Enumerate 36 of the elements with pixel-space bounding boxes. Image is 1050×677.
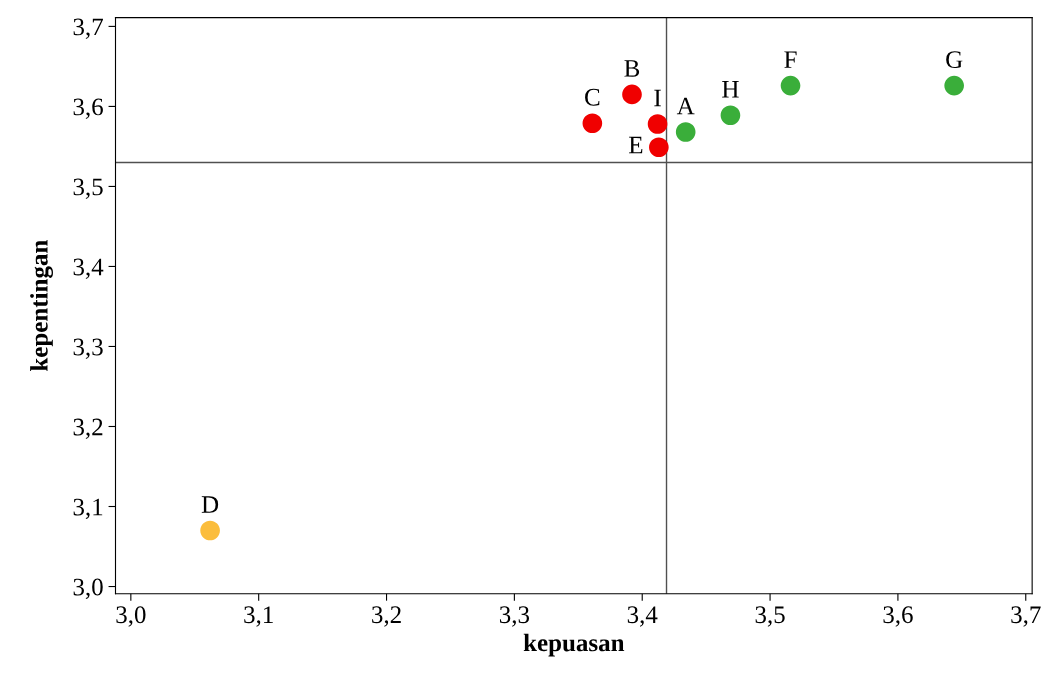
- y-tick-label: 3,2: [73, 418, 103, 440]
- point: [582, 113, 603, 134]
- x-tick-label: 3,7: [1011, 606, 1041, 627]
- x-tick-label: 3,2: [372, 606, 401, 627]
- annotation: B: [624, 60, 640, 77]
- y-tick-label: 3,4: [73, 258, 104, 279]
- point: [675, 122, 696, 142]
- y-axis-title: kepentingan: [30, 240, 53, 372]
- x-tick-label: 3,3: [499, 606, 530, 627]
- annotation: A: [676, 97, 695, 115]
- y-tick-label: 3,6: [73, 98, 103, 119]
- annotation: G: [946, 51, 963, 69]
- annotation: H: [722, 81, 739, 98]
- x-tick-label: 3,5: [755, 606, 785, 627]
- point: [647, 114, 668, 134]
- annotation: E: [629, 136, 643, 154]
- annotation: D: [201, 496, 219, 513]
- x-tick-label: 3,0: [116, 606, 146, 627]
- point: [944, 75, 964, 96]
- point: [780, 75, 801, 96]
- y-tick-label: 3,1: [73, 498, 103, 520]
- y-tick-label: 3,0: [73, 578, 103, 600]
- y-tick-label: 3,3: [73, 338, 103, 359]
- annotation: F: [784, 51, 797, 68]
- x-tick-label: 3,4: [627, 606, 658, 627]
- point: [622, 84, 642, 105]
- point: [649, 137, 669, 158]
- x-tick-label: 3,6: [883, 606, 913, 627]
- point: [720, 105, 741, 126]
- x-axis-title: kepuasan: [523, 633, 625, 657]
- y-tick-label: 3,7: [73, 18, 103, 39]
- annotation: C: [585, 88, 600, 106]
- y-tick-label: 3,5: [73, 178, 103, 199]
- annotation: I: [654, 89, 661, 107]
- point: [200, 520, 220, 541]
- x-tick-label: 3,1: [244, 606, 273, 627]
